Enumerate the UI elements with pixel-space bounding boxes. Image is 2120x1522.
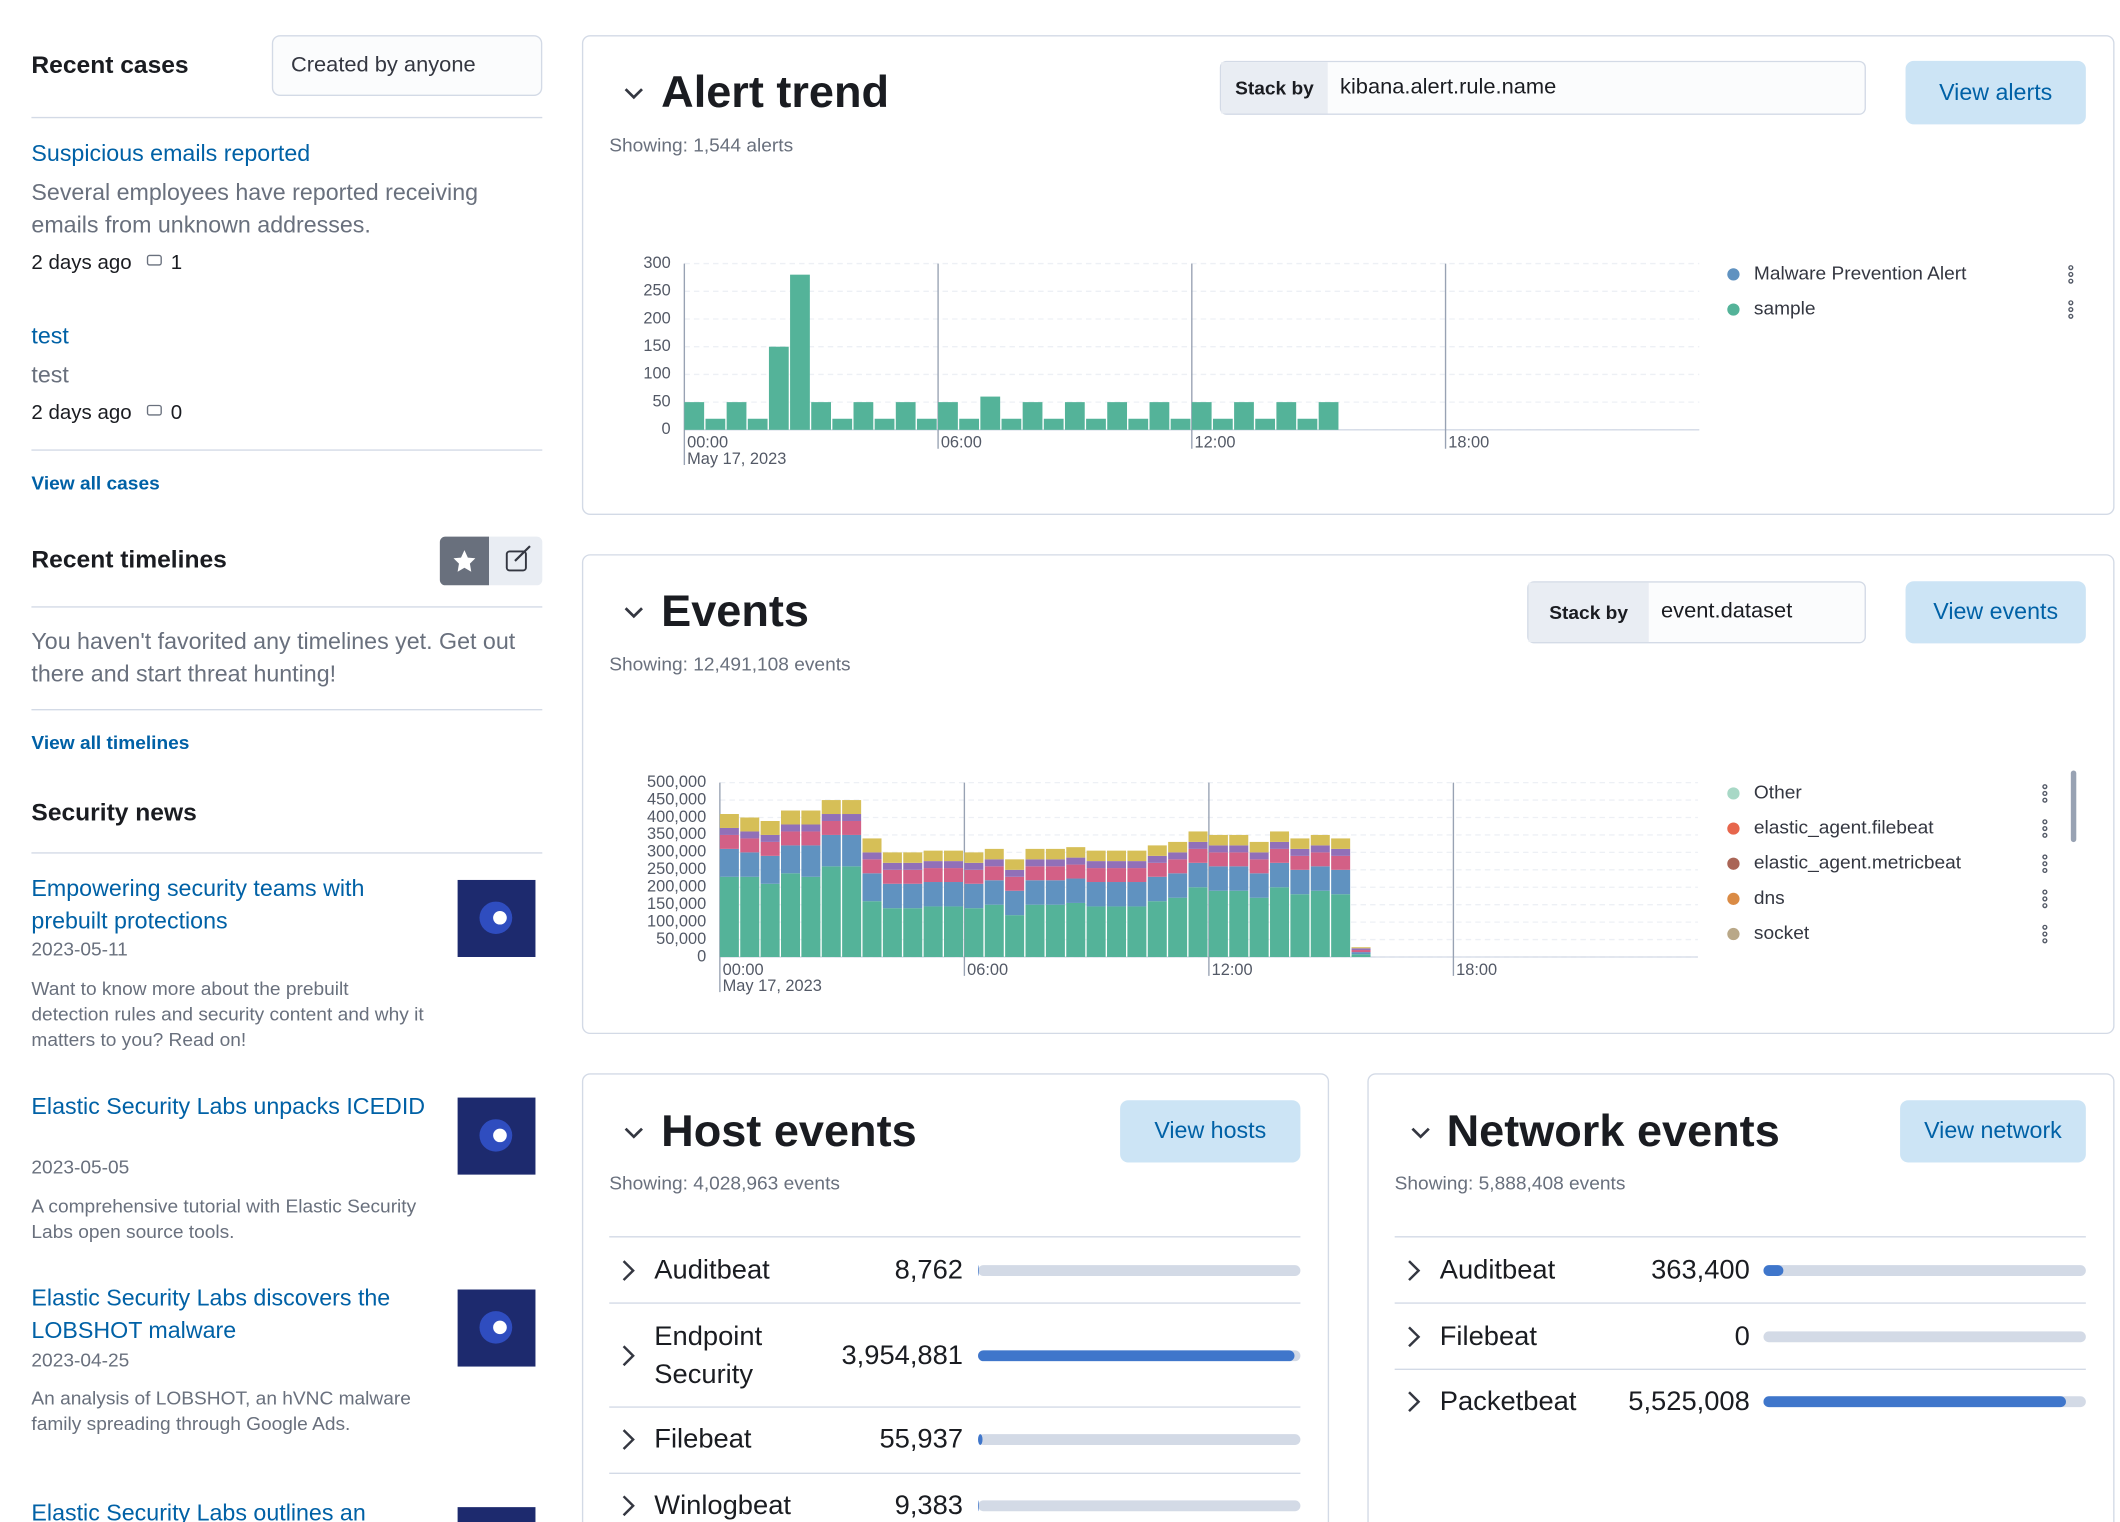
news-date: 2023-05-05 [31, 1155, 130, 1178]
panel-title: Events [661, 585, 809, 636]
section-title: Recent timelines [31, 545, 227, 573]
section-title: Recent cases [31, 50, 189, 78]
case-description: Several employees have reported receivin… [31, 179, 479, 238]
row-name[interactable]: Winlogbeat [654, 1490, 791, 1521]
case-title[interactable]: Suspicious emails reported [31, 140, 311, 167]
row-value: 8,762 [894, 1255, 964, 1286]
case-title[interactable]: test [31, 323, 69, 349]
thumbnail [457, 1289, 536, 1367]
dropdown-label: Created by anyone [290, 54, 476, 78]
row-name[interactable]: Endpoint Security [654, 1321, 763, 1390]
news-date: 2023-05-11 [31, 938, 128, 960]
row-value: 0 [1734, 1321, 1750, 1352]
case-age: 2 days ago [31, 400, 132, 424]
panel-button[interactable]: View alerts [1905, 60, 2086, 125]
row-name[interactable]: Auditbeat [1439, 1255, 1556, 1286]
stack-by-label: Stack by [1528, 582, 1649, 643]
thumbnail [457, 879, 536, 957]
news-title[interactable]: Elastic Security Labs outlines an [31, 1500, 366, 1522]
row-value: 363,400 [1651, 1255, 1750, 1286]
row-value: 55,937 [879, 1424, 964, 1455]
comment-icon [146, 254, 162, 266]
comment-count: 1 [170, 250, 183, 274]
news-title[interactable]: Elastic Security Labs discovers the LOBS… [31, 1285, 391, 1344]
panel-subtitle: Showing: 12,491,108 events [609, 652, 851, 675]
row-value: 3,954,881 [841, 1340, 964, 1371]
timelines-message: You haven't favorited any timelines yet.… [31, 628, 516, 687]
panel-title: Network events [1446, 1105, 1780, 1156]
stack-by-label: Stack by [1221, 62, 1328, 114]
news-title[interactable]: Elastic Security Labs unpacks ICEDID [31, 1093, 426, 1120]
news-date: 2023-04-25 [31, 1348, 130, 1371]
news-summary: A comprehensive tutorial with Elastic Se… [31, 1194, 417, 1242]
panel [581, 35, 2115, 515]
edit-button[interactable] [489, 536, 543, 586]
view-all-link[interactable]: View all cases [31, 471, 160, 494]
thumbnail [457, 1097, 536, 1175]
section-title: Security news [31, 798, 197, 826]
panel-subtitle: Showing: 4,028,963 events [609, 1171, 840, 1194]
view-all-link[interactable]: View all timelines [31, 731, 190, 753]
panel-title: Host events [661, 1105, 917, 1156]
row-name[interactable]: Packetbeat [1439, 1386, 1577, 1417]
row-name[interactable]: Filebeat [1439, 1321, 1537, 1352]
case-description: test [31, 362, 69, 388]
panel-button[interactable]: View network [1900, 1100, 2086, 1163]
row-value: 9,383 [894, 1490, 964, 1521]
stack-by-value: event.dataset [1661, 600, 1793, 624]
comment-icon [146, 404, 162, 416]
row-value: 5,525,008 [1628, 1386, 1750, 1417]
panel-button[interactable]: View hosts [1120, 1100, 1301, 1163]
news-summary: Want to know more about the prebuilt det… [31, 976, 424, 1050]
stack-by-value: kibana.alert.rule.name [1340, 75, 1557, 99]
case-age: 2 days ago [31, 250, 132, 274]
panel-button[interactable]: View events [1905, 581, 2086, 644]
thumbnail [457, 1507, 536, 1522]
news-summary: An analysis of LOBSHOT, an hVNC malware … [31, 1386, 411, 1434]
panel-subtitle: Showing: 1,544 alerts [609, 133, 794, 156]
filter-dropdown[interactable] [271, 35, 543, 96]
favorites-button[interactable] [439, 536, 490, 586]
panel [581, 554, 2115, 1035]
row-name[interactable]: Auditbeat [654, 1255, 770, 1286]
comment-count: 0 [170, 400, 183, 424]
panel-title: Alert trend [661, 66, 890, 117]
news-title[interactable]: Empowering security teams with prebuilt … [31, 876, 365, 934]
row-name[interactable]: Filebeat [654, 1424, 752, 1455]
panel-subtitle: Showing: 5,888,408 events [1394, 1171, 1626, 1194]
